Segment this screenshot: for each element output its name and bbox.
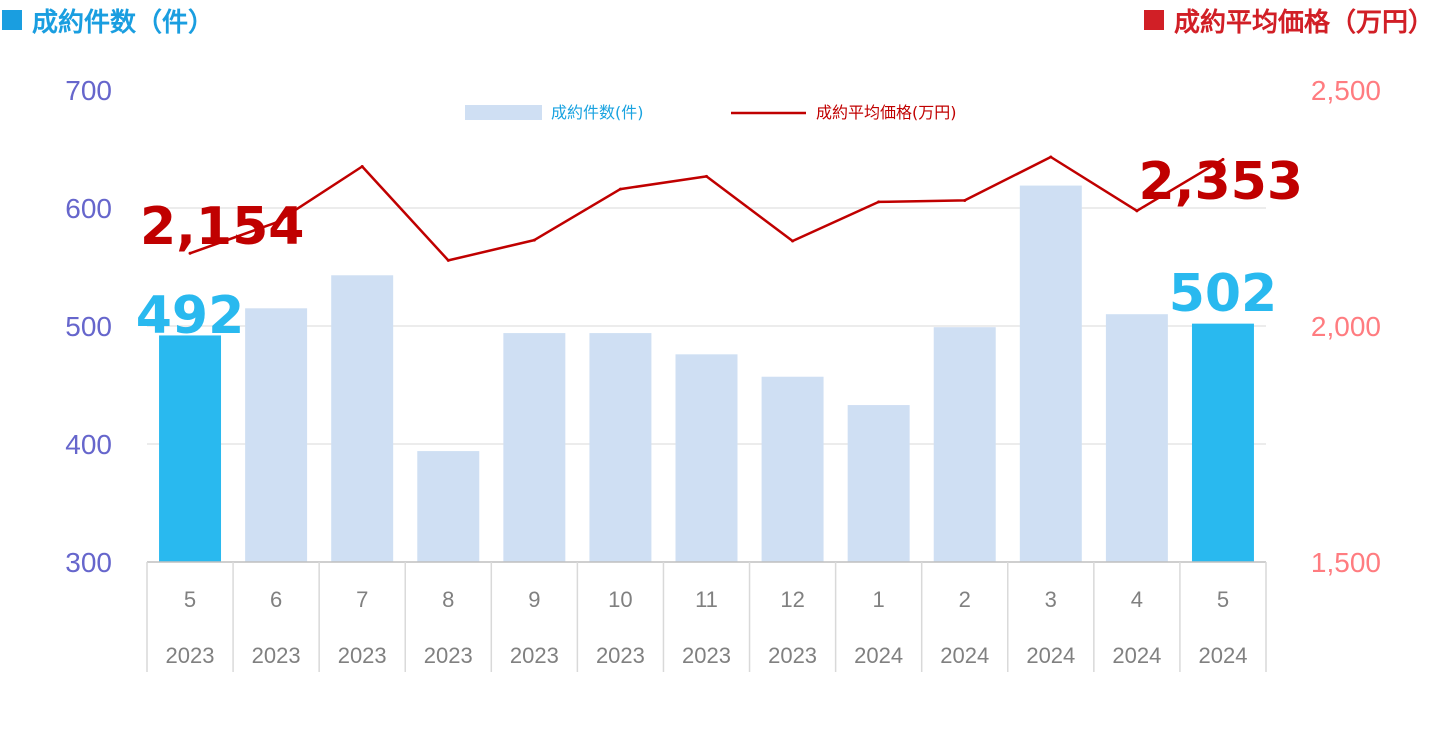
left-axis: 300 400 500 600 700 bbox=[65, 75, 112, 578]
x-month-label: 1 bbox=[873, 587, 885, 612]
callout-bar-last: 502 bbox=[1169, 264, 1278, 324]
line-point bbox=[963, 198, 967, 202]
legend: 成約件数(件) 成約平均価格(万円) bbox=[465, 103, 957, 122]
bar bbox=[417, 451, 480, 562]
line-series bbox=[188, 155, 1225, 262]
bar bbox=[1019, 185, 1082, 562]
right-axis-title: 成約平均価格（万円） bbox=[1143, 0, 1434, 40]
x-year-label: 2023 bbox=[682, 643, 731, 668]
x-year-label: 2024 bbox=[940, 643, 989, 668]
x-month-label: 4 bbox=[1131, 587, 1143, 612]
x-month-label: 2 bbox=[959, 587, 971, 612]
x-year-label: 2023 bbox=[338, 643, 387, 668]
x-month-label: 5 bbox=[184, 587, 196, 612]
left-tick-label: 600 bbox=[65, 193, 112, 224]
callout-line-last: 2,353 bbox=[1139, 152, 1303, 212]
legend-line-label: 成約平均価格(万円) bbox=[816, 103, 957, 122]
x-year-label: 2023 bbox=[166, 643, 215, 668]
line-point bbox=[188, 251, 192, 255]
x-year-label: 2024 bbox=[1112, 643, 1161, 668]
bar bbox=[159, 335, 222, 562]
x-month-label: 3 bbox=[1045, 587, 1057, 612]
bar bbox=[331, 275, 394, 562]
right-tick-label: 1,500 bbox=[1311, 547, 1381, 578]
line-point bbox=[532, 238, 536, 242]
left-title-text: 成約件数（件） bbox=[32, 7, 215, 38]
line-point bbox=[1221, 157, 1225, 161]
legend-bar-label: 成約件数(件) bbox=[551, 103, 644, 122]
line-point bbox=[360, 164, 364, 168]
right-title-text: 成約平均価格（万円） bbox=[1173, 7, 1434, 38]
x-year-label: 2023 bbox=[252, 643, 301, 668]
left-tick-label: 300 bbox=[65, 547, 112, 578]
line-point bbox=[791, 239, 795, 243]
bar bbox=[245, 308, 308, 562]
line-point bbox=[1049, 155, 1053, 159]
bar-series bbox=[159, 185, 1254, 562]
x-year-label: 2023 bbox=[510, 643, 559, 668]
line-point bbox=[705, 174, 708, 178]
legend-bar-swatch bbox=[465, 105, 542, 120]
x-month-label: 7 bbox=[356, 587, 368, 612]
line-point bbox=[446, 258, 450, 262]
data-callouts: 492 502 2,154 2,353 bbox=[136, 152, 1303, 346]
x-year-label: 2023 bbox=[424, 643, 473, 668]
bar bbox=[761, 376, 824, 562]
bar bbox=[589, 333, 652, 562]
right-tick-label: 2,500 bbox=[1311, 75, 1381, 106]
left-tick-label: 400 bbox=[65, 429, 112, 460]
x-year-label: 2023 bbox=[596, 643, 645, 668]
x-month-label: 5 bbox=[1217, 587, 1229, 612]
left-title-square-icon bbox=[2, 10, 22, 30]
x-month-label: 10 bbox=[608, 587, 632, 612]
bar bbox=[847, 405, 910, 562]
x-year-label: 2024 bbox=[854, 643, 903, 668]
line-point bbox=[274, 221, 278, 225]
right-title-square-icon bbox=[1143, 10, 1164, 30]
left-tick-label: 700 bbox=[65, 75, 112, 106]
right-axis: 1,500 2,000 2,500 bbox=[1311, 75, 1381, 578]
x-year-label: 2023 bbox=[768, 643, 817, 668]
x-year-label: 2024 bbox=[1198, 643, 1247, 668]
line-point bbox=[1135, 209, 1139, 213]
x-month-label: 12 bbox=[780, 587, 804, 612]
bar bbox=[503, 333, 566, 562]
x-axis: 5202362023720238202392023102023112023122… bbox=[146, 561, 1267, 672]
x-month-label: 9 bbox=[528, 587, 540, 612]
line-point bbox=[877, 200, 881, 204]
bar bbox=[1191, 323, 1254, 562]
callout-line-first: 2,154 bbox=[140, 197, 304, 257]
left-axis-title: 成約件数（件） bbox=[2, 0, 214, 40]
x-month-label: 11 bbox=[695, 587, 718, 612]
x-month-label: 6 bbox=[270, 587, 282, 612]
line-point bbox=[618, 187, 622, 191]
bar bbox=[1105, 314, 1168, 562]
bar bbox=[933, 327, 996, 562]
x-year-label: 2024 bbox=[1026, 643, 1075, 668]
right-tick-label: 2,000 bbox=[1311, 311, 1381, 342]
x-month-label: 8 bbox=[442, 587, 454, 612]
callout-bar-first: 492 bbox=[136, 286, 245, 346]
left-tick-label: 500 bbox=[65, 311, 112, 342]
bar bbox=[675, 354, 738, 562]
